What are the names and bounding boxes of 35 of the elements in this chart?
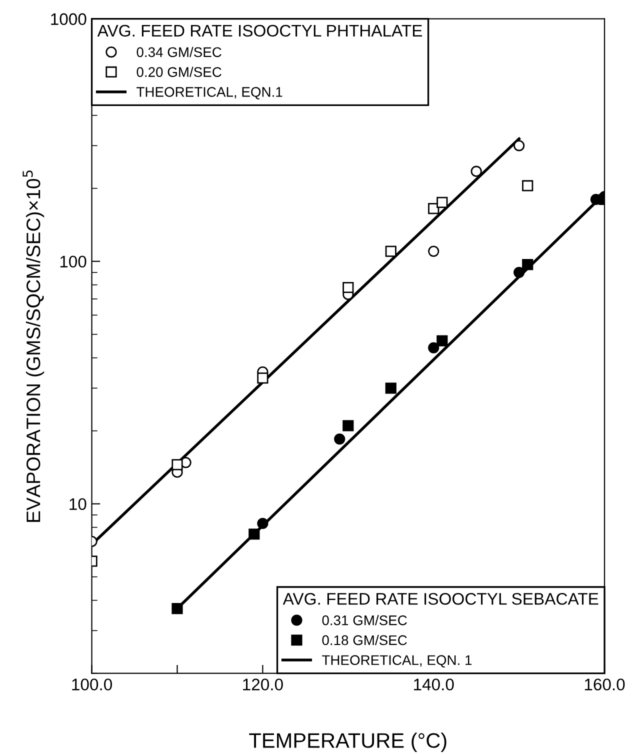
legend-label: 0.18 GM/SEC <box>322 634 407 646</box>
point <box>172 602 183 614</box>
y-tick-label: 10 <box>70 498 86 510</box>
x-axis-title: TEMPERATURE (°C) <box>249 732 446 752</box>
legend-label: 0.34 GM/SEC <box>136 46 222 58</box>
point <box>522 180 534 192</box>
point <box>514 266 525 278</box>
y-tick-label: 1000 <box>51 13 86 26</box>
point <box>470 166 482 177</box>
point <box>342 420 354 432</box>
point <box>334 433 346 445</box>
point <box>436 196 448 208</box>
text: AVG. FEED RATE ISOOCTYL SEBACATE <box>282 592 598 605</box>
text: AVG. FEED RATE ISOOCTYL PHTHALATE <box>97 24 422 37</box>
y-axis-title: EVAPORATION (GMS/SQCM/SEC)×10$^{5}$ <box>22 170 44 522</box>
x-tick-label: 140.0 <box>414 678 454 690</box>
point <box>248 528 260 540</box>
point <box>257 518 268 530</box>
legend-label: 0.20 GM/SEC <box>136 66 222 77</box>
point <box>522 258 534 270</box>
point <box>342 282 354 294</box>
y-tick-label: 100 <box>60 256 86 268</box>
x-tick-label: 120.0 <box>243 678 283 690</box>
legend-label: THEORETICAL, EQN. 1 <box>322 655 472 668</box>
point <box>428 342 440 354</box>
x-tick-label: 160.0 <box>584 678 625 690</box>
point <box>436 335 448 346</box>
legend-label: THEORETICAL, EQN.1 <box>136 87 282 100</box>
point <box>385 246 396 257</box>
point <box>257 372 268 384</box>
point <box>172 459 183 470</box>
x-tick-label: 100.0 <box>72 678 112 690</box>
point <box>428 246 440 257</box>
point <box>385 382 396 394</box>
legend-label: 0.31 GM/SEC <box>322 615 407 626</box>
